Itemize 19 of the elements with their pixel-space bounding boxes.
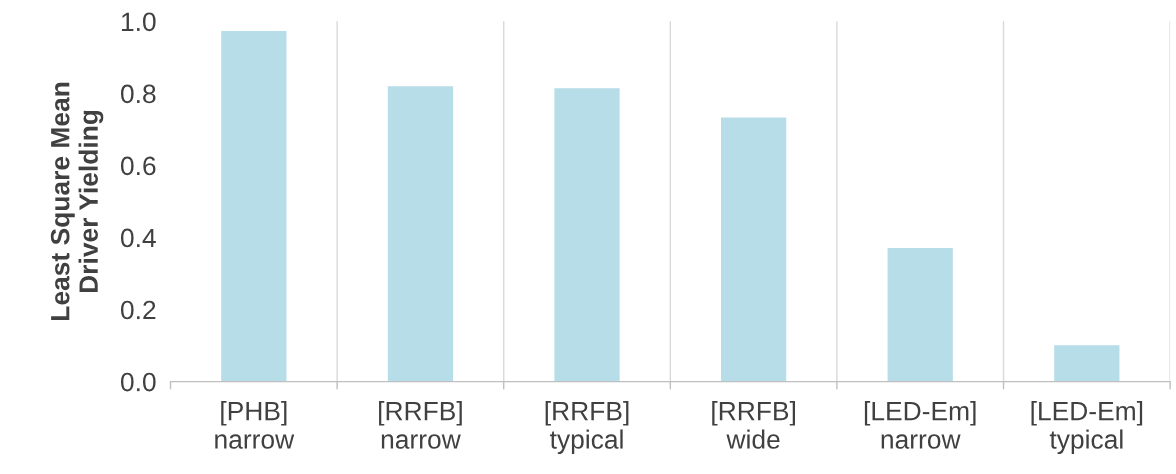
x-tick-label: [LED-Em] typical: [1031, 401, 1143, 455]
bar: [719, 116, 788, 382]
y-tick-label: 1.0: [121, 12, 156, 32]
y-tick-label: 0.4: [120, 228, 156, 248]
y-tick-label: 0.8: [120, 84, 156, 104]
y-tick-label: 0.2: [120, 300, 156, 320]
bar: [553, 86, 622, 382]
x-tick-label: [PHB] narrow: [215, 401, 295, 449]
x-tick-label: [RRFB] wide: [712, 401, 795, 449]
y-axis-title: Least Square Mean Driver Yielding: [50, 82, 104, 320]
bar: [219, 29, 288, 382]
bar: [1052, 343, 1121, 382]
bar: [386, 84, 455, 382]
x-tick-label: [RRFB] typical: [545, 401, 629, 455]
x-tick-label: [LED-Em] narrow: [864, 401, 976, 449]
x-tick-label: [RRFB] narrow: [379, 401, 462, 449]
y-tick-label: 0.0: [120, 372, 156, 392]
y-tick-label: 0.6: [120, 156, 156, 176]
bar: [886, 246, 955, 382]
